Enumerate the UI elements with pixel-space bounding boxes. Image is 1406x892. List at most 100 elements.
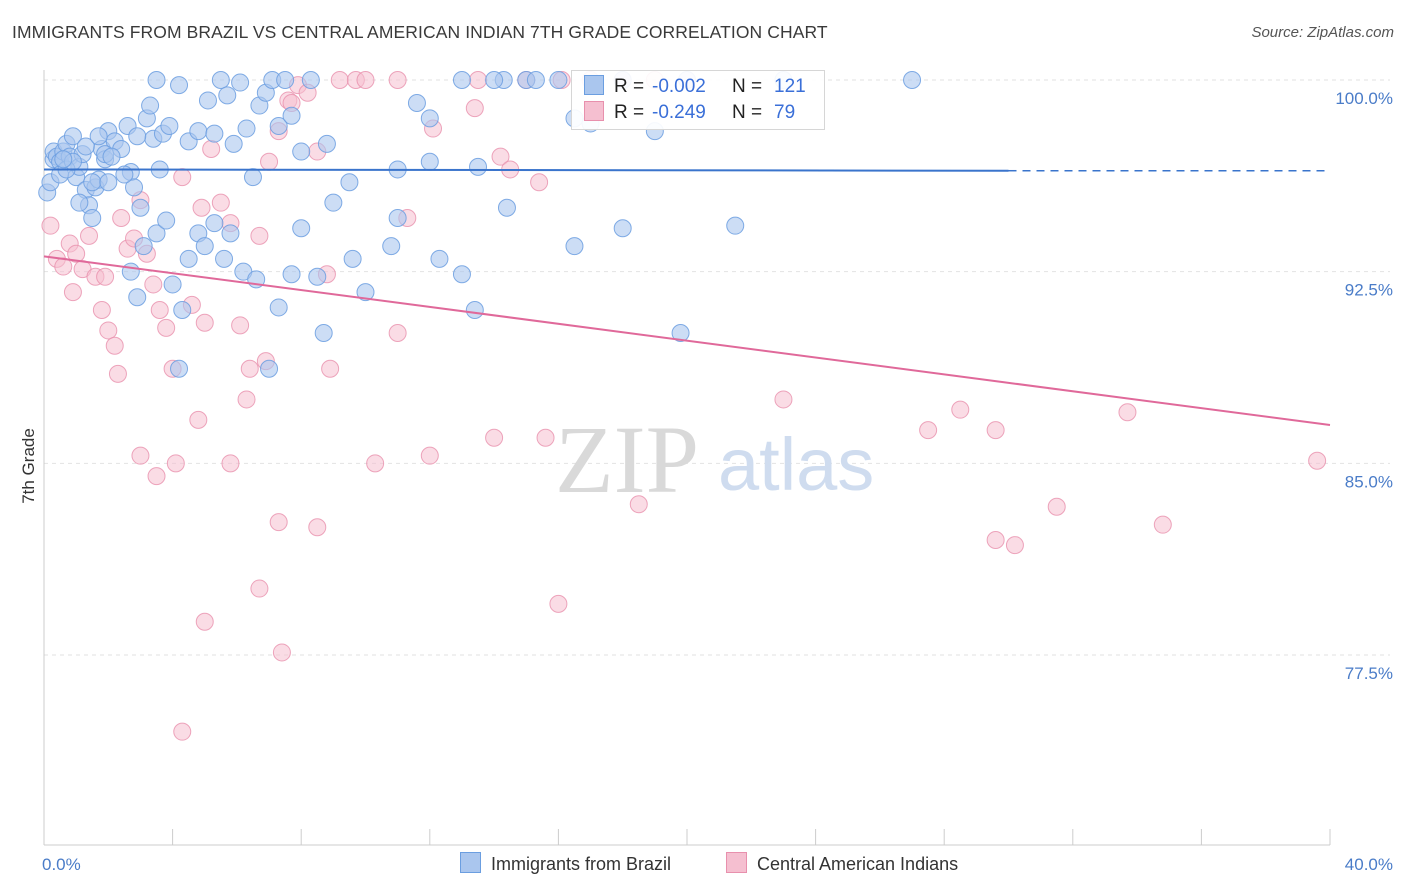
legend-n-value: 79 <box>774 102 796 123</box>
data-point-central-american-indians <box>63 283 82 302</box>
data-point-immigrants-from-brazil <box>452 71 471 89</box>
data-point-central-american-indians <box>1153 515 1172 534</box>
data-point-central-american-indians <box>92 301 111 319</box>
data-point-central-american-indians <box>237 390 256 409</box>
data-point-central-american-indians <box>366 454 385 473</box>
data-point-immigrants-from-brazil <box>671 324 690 342</box>
trend-line-brazil <box>43 168 1009 172</box>
data-point-immigrants-from-brazil <box>282 265 301 284</box>
data-point-central-american-indians <box>41 216 60 235</box>
data-point-immigrants-from-brazil <box>292 142 311 161</box>
data-point-immigrants-from-brazil <box>195 237 214 256</box>
data-point-immigrants-from-brazil <box>211 71 230 89</box>
data-point-immigrants-from-brazil <box>147 224 166 243</box>
data-point-immigrants-from-brazil <box>314 324 333 342</box>
bottom-legend-swatch-pink <box>726 852 747 873</box>
data-point-immigrants-from-brazil <box>260 359 279 378</box>
data-point-immigrants-from-brazil <box>276 71 295 89</box>
data-point-central-american-indians <box>330 71 349 89</box>
data-point-immigrants-from-brazil <box>343 249 362 268</box>
data-point-immigrants-from-brazil <box>452 265 471 284</box>
legend-n-label: N = <box>732 76 763 97</box>
data-point-immigrants-from-brazil <box>243 168 262 187</box>
data-point-central-american-indians <box>321 359 340 378</box>
bottom-legend-label-central-american: Central American Indians <box>757 854 959 874</box>
data-point-immigrants-from-brazil <box>54 150 73 169</box>
y-tick-label: 100.0% <box>1335 89 1393 108</box>
data-point-immigrants-from-brazil <box>125 178 144 197</box>
data-point-central-american-indians <box>951 400 970 419</box>
bottom-legend-label-brazil: Immigrants from Brazil <box>491 854 672 874</box>
data-point-central-american-indians <box>192 198 211 217</box>
data-point-central-american-indians <box>144 275 163 294</box>
data-point-central-american-indians <box>147 467 166 486</box>
data-point-immigrants-from-brazil <box>317 134 336 153</box>
bottom-legend-swatch-blue <box>460 852 481 873</box>
bottom-legend-brazil: Immigrants from Brazil <box>460 852 671 875</box>
data-point-central-american-indians <box>173 722 192 741</box>
data-point-central-american-indians <box>272 643 291 662</box>
data-point-immigrants-from-brazil <box>324 193 343 212</box>
data-point-central-american-indians <box>211 193 230 212</box>
series-immigrants-from-brazil <box>38 71 922 378</box>
data-point-immigrants-from-brazil <box>134 237 153 256</box>
data-point-central-american-indians <box>530 173 549 192</box>
chart-title: IMMIGRANTS FROM BRAZIL VS CENTRAL AMERIC… <box>12 22 828 42</box>
y-tick-label: 92.5% <box>1345 281 1393 300</box>
data-point-central-american-indians <box>195 612 214 631</box>
data-point-central-american-indians <box>465 99 484 118</box>
data-point-central-american-indians <box>356 71 375 89</box>
data-point-immigrants-from-brazil <box>356 283 375 302</box>
x-axis-tick-labels: 0.0% 40.0% <box>42 855 1393 874</box>
data-point-immigrants-from-brazil <box>83 209 102 227</box>
data-point-central-american-indians <box>202 140 221 158</box>
data-point-central-american-indians <box>250 579 269 598</box>
legend-n-label: N = <box>732 102 763 123</box>
data-point-central-american-indians <box>629 495 648 514</box>
data-point-central-american-indians <box>536 428 555 447</box>
legend-r-value: -0.249 <box>652 102 706 123</box>
data-point-immigrants-from-brazil <box>301 71 320 89</box>
data-point-immigrants-from-brazil <box>269 117 288 135</box>
x-axis-ticks <box>43 829 1331 845</box>
data-point-central-american-indians <box>388 324 407 342</box>
data-point-immigrants-from-brazil <box>221 224 240 243</box>
data-point-immigrants-from-brazil <box>147 71 166 89</box>
data-point-immigrants-from-brazil <box>63 127 82 146</box>
data-point-central-american-indians <box>1308 451 1327 470</box>
data-point-immigrants-from-brazil <box>469 157 488 176</box>
data-point-immigrants-from-brazil <box>170 76 189 95</box>
data-point-central-american-indians <box>131 446 150 465</box>
legend-row-brazil: R = -0.002 N = 121 <box>584 75 806 99</box>
data-point-central-american-indians <box>388 71 407 89</box>
data-point-central-american-indians <box>157 318 176 337</box>
data-point-central-american-indians <box>469 71 488 89</box>
data-point-central-american-indians <box>420 446 439 465</box>
legend-row-central-american: R = -0.249 N = 79 <box>584 101 795 125</box>
y-tick-label: 85.0% <box>1345 472 1393 491</box>
trend-lines <box>43 168 1331 426</box>
data-point-immigrants-from-brazil <box>189 122 208 141</box>
data-point-central-american-indians <box>549 594 568 613</box>
data-point-central-american-indians <box>986 421 1005 440</box>
data-point-central-american-indians <box>485 428 504 447</box>
data-point-immigrants-from-brazil <box>215 249 234 268</box>
data-point-central-american-indians <box>166 454 185 473</box>
stats-legend: R = -0.002 N = 121 R = -0.249 N = 79 <box>571 70 825 130</box>
data-point-central-american-indians <box>221 454 240 473</box>
data-point-immigrants-from-brazil <box>430 249 449 268</box>
data-point-central-american-indians <box>250 226 269 245</box>
data-point-central-american-indians <box>919 421 938 440</box>
data-point-immigrants-from-brazil <box>131 198 150 217</box>
data-point-immigrants-from-brazil <box>89 127 108 146</box>
data-point-immigrants-from-brazil <box>128 288 147 307</box>
data-point-immigrants-from-brazil <box>205 124 224 143</box>
data-point-immigrants-from-brazil <box>102 147 121 166</box>
y-tick-label: 77.5% <box>1345 664 1393 683</box>
data-point-immigrants-from-brazil <box>237 119 256 138</box>
data-point-central-american-indians <box>1047 497 1066 516</box>
data-point-immigrants-from-brazil <box>163 275 182 294</box>
data-point-immigrants-from-brazil <box>485 71 504 89</box>
legend-swatch-blue <box>584 75 604 95</box>
